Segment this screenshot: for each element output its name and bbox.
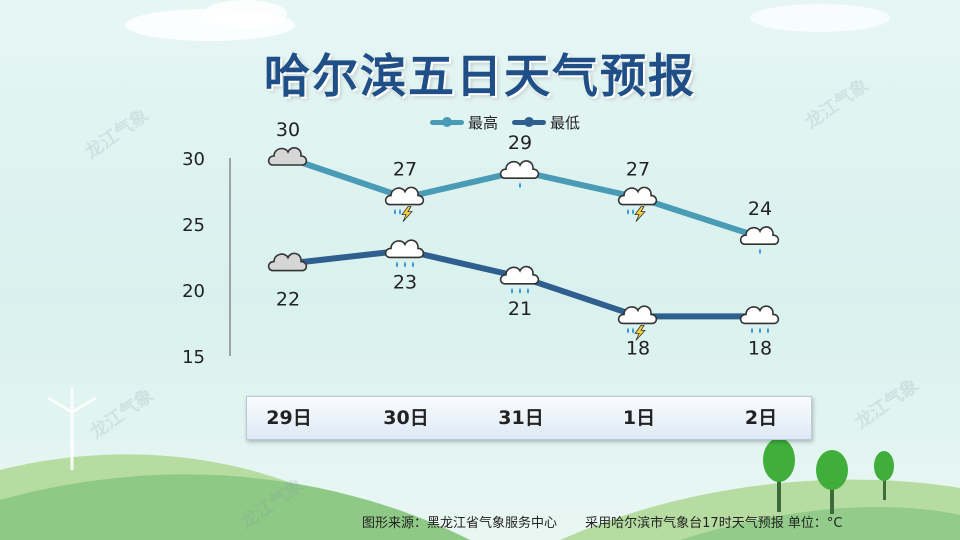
light-rain-icon [739, 226, 780, 255]
legend-label-high: 最高 [468, 114, 499, 132]
date-axis-bar: 29日 30日 31日 1日 2日 [246, 396, 812, 440]
y-tick-label: 20 [182, 281, 205, 302]
chart-title: 哈尔滨五日天气预报 [264, 49, 696, 103]
date-label: 1日 [622, 407, 656, 429]
date-label: 2日 [744, 407, 778, 429]
series-lines [285, 155, 763, 320]
weather-icons [267, 147, 780, 341]
thunderstorm-icon [384, 186, 425, 222]
chart-legend: 最高 最低 [430, 112, 580, 133]
data-label-high: 30 [276, 119, 300, 141]
cloudy-icon [267, 252, 308, 272]
legend-item-high: 最高 [430, 112, 498, 133]
thunderstorm-icon [617, 305, 658, 341]
y-tick-label: 25 [182, 215, 205, 236]
y-tick-label: 15 [182, 347, 205, 368]
y-tick-label: 30 [182, 149, 205, 170]
data-label-low: 18 [626, 337, 650, 359]
data-label-high: 27 [393, 159, 417, 181]
data-label-low: 18 [748, 337, 772, 359]
date-label: 30日 [383, 407, 429, 429]
data-label-low: 21 [508, 298, 532, 320]
legend-item-low: 最低 [512, 112, 580, 133]
data-label-low: 23 [393, 271, 417, 293]
data-label-high: 27 [626, 159, 650, 181]
legend-swatch-low [512, 117, 547, 127]
date-label: 31日 [498, 407, 544, 429]
legend-swatch-high [430, 117, 464, 127]
thunderstorm-icon [617, 186, 658, 222]
date-label: 29日 [266, 407, 312, 429]
rain-icon [384, 239, 425, 268]
data-labels: 30 27 29 27 24 22 23 21 18 18 [276, 119, 772, 359]
footer: 图形来源：黑龙江省气象服务中心 采用哈尔滨市气象台17时天气预报 单位：°C [362, 512, 866, 531]
rain-icon [499, 265, 540, 294]
data-label-low: 22 [276, 289, 300, 311]
light-rain-icon [499, 160, 540, 189]
data-label-high: 29 [508, 132, 532, 154]
footer-source: 图形来源：黑龙江省气象服务中心 [362, 516, 558, 531]
footer-note: 采用哈尔滨市气象台17时天气预报 单位：°C [585, 516, 843, 531]
rain-icon [739, 305, 780, 334]
cloudy-icon [267, 147, 308, 166]
data-label-high: 24 [748, 198, 772, 220]
legend-label-low: 最低 [550, 114, 581, 132]
y-axis-ticks: 15 20 25 30 [182, 149, 205, 368]
